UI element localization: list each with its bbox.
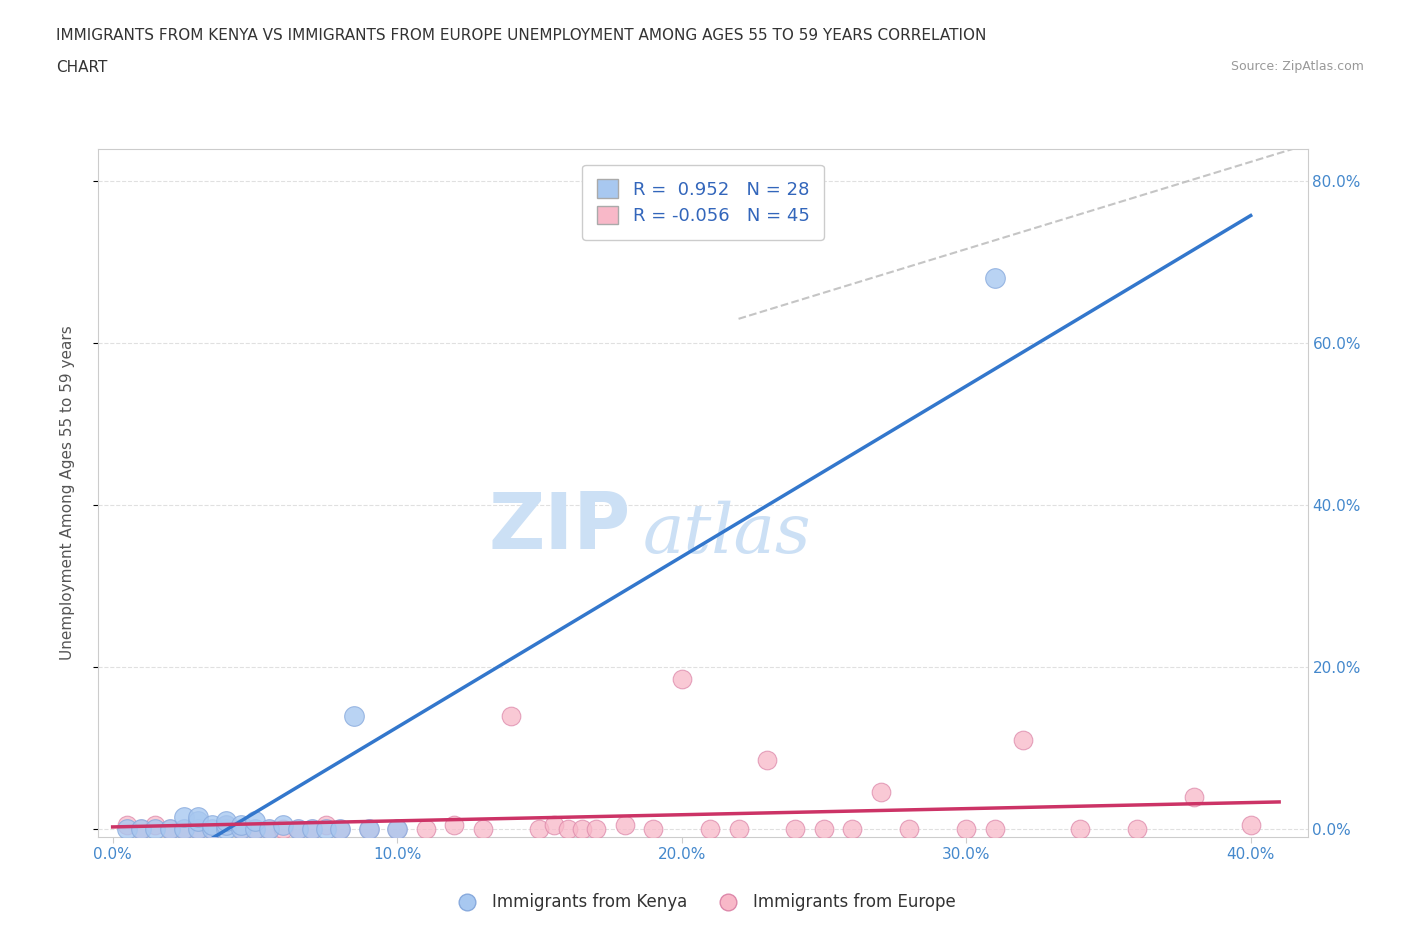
Point bbox=[571, 821, 593, 836]
Point bbox=[1182, 789, 1205, 804]
Point bbox=[756, 752, 779, 767]
Point bbox=[257, 821, 280, 836]
Point bbox=[841, 821, 863, 836]
Point bbox=[143, 817, 166, 832]
Point bbox=[201, 821, 224, 836]
Point bbox=[955, 821, 977, 836]
Point bbox=[813, 821, 835, 836]
Point bbox=[671, 671, 693, 686]
Point bbox=[115, 817, 138, 832]
Point bbox=[229, 821, 252, 836]
Point bbox=[201, 817, 224, 832]
Point bbox=[385, 821, 408, 836]
Point bbox=[129, 821, 152, 836]
Point bbox=[215, 817, 238, 832]
Point bbox=[187, 809, 209, 824]
Legend: Immigrants from Kenya, Immigrants from Europe: Immigrants from Kenya, Immigrants from E… bbox=[443, 887, 963, 918]
Point bbox=[173, 821, 195, 836]
Point bbox=[869, 785, 891, 800]
Point bbox=[329, 821, 352, 836]
Point bbox=[173, 821, 195, 836]
Point bbox=[273, 821, 295, 836]
Point bbox=[585, 821, 607, 836]
Point bbox=[1126, 821, 1149, 836]
Point bbox=[699, 821, 721, 836]
Point bbox=[898, 821, 921, 836]
Text: atlas: atlas bbox=[643, 500, 811, 567]
Point bbox=[201, 821, 224, 836]
Point bbox=[643, 821, 665, 836]
Point bbox=[385, 821, 408, 836]
Point bbox=[187, 821, 209, 836]
Point bbox=[301, 821, 323, 836]
Point bbox=[215, 821, 238, 836]
Point bbox=[257, 821, 280, 836]
Point bbox=[243, 821, 266, 836]
Point bbox=[215, 814, 238, 829]
Point bbox=[529, 821, 551, 836]
Point bbox=[287, 821, 309, 836]
Point bbox=[785, 821, 807, 836]
Point bbox=[301, 821, 323, 836]
Point bbox=[329, 821, 352, 836]
Y-axis label: Unemployment Among Ages 55 to 59 years: Unemployment Among Ages 55 to 59 years bbox=[60, 326, 75, 660]
Text: ZIP: ZIP bbox=[488, 489, 630, 565]
Point bbox=[443, 817, 465, 832]
Point bbox=[287, 821, 309, 836]
Point bbox=[499, 708, 522, 723]
Point bbox=[1240, 817, 1263, 832]
Point bbox=[187, 821, 209, 836]
Point bbox=[357, 821, 380, 836]
Point bbox=[343, 708, 366, 723]
Point bbox=[315, 821, 337, 836]
Point bbox=[215, 817, 238, 832]
Text: IMMIGRANTS FROM KENYA VS IMMIGRANTS FROM EUROPE UNEMPLOYMENT AMONG AGES 55 TO 59: IMMIGRANTS FROM KENYA VS IMMIGRANTS FROM… bbox=[56, 28, 987, 43]
Text: CHART: CHART bbox=[56, 60, 108, 75]
Point bbox=[983, 271, 1005, 286]
Point bbox=[415, 821, 437, 836]
Point bbox=[1012, 733, 1035, 748]
Point bbox=[159, 821, 181, 836]
Point bbox=[613, 817, 636, 832]
Point bbox=[129, 821, 152, 836]
Point bbox=[727, 821, 749, 836]
Point bbox=[471, 821, 494, 836]
Point bbox=[187, 814, 209, 829]
Point bbox=[159, 821, 181, 836]
Point bbox=[357, 821, 380, 836]
Point bbox=[173, 809, 195, 824]
Point bbox=[115, 821, 138, 836]
Text: Source: ZipAtlas.com: Source: ZipAtlas.com bbox=[1230, 60, 1364, 73]
Point bbox=[557, 821, 579, 836]
Point bbox=[983, 821, 1005, 836]
Point bbox=[243, 814, 266, 829]
Point bbox=[1069, 821, 1091, 836]
Point bbox=[243, 821, 266, 836]
Point bbox=[229, 817, 252, 832]
Point bbox=[229, 821, 252, 836]
Point bbox=[315, 817, 337, 832]
Point bbox=[543, 817, 565, 832]
Point bbox=[143, 821, 166, 836]
Point bbox=[273, 817, 295, 832]
